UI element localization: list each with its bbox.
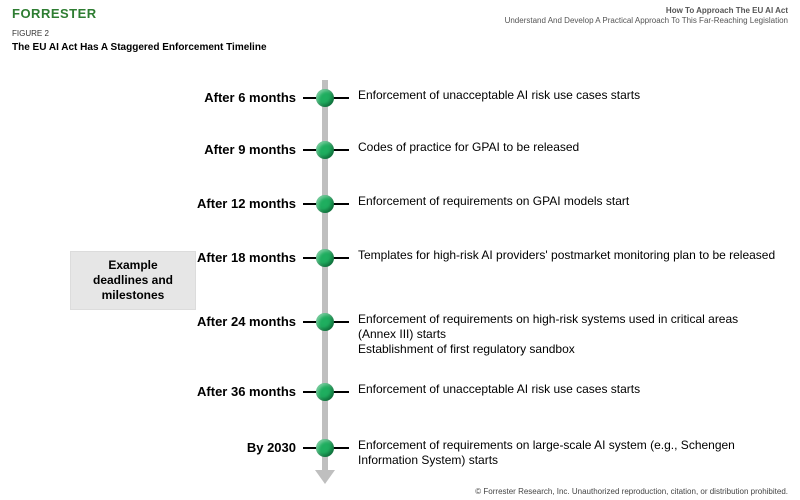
footer-copyright: © Forrester Research, Inc. Unauthorized … xyxy=(475,487,788,496)
timeline-description: Enforcement of requirements on GPAI mode… xyxy=(358,194,778,209)
timeline-description: Enforcement of unacceptable AI risk use … xyxy=(358,382,778,397)
timeline-dot-icon xyxy=(316,383,334,401)
timeline-label: After 18 months xyxy=(16,250,296,265)
timeline-label: After 6 months xyxy=(16,90,296,105)
timeline-description: Enforcement of unacceptable AI risk use … xyxy=(358,88,778,103)
timeline-description: Enforcement of requirements on high-risk… xyxy=(358,312,778,357)
timeline-dot-icon xyxy=(316,439,334,457)
brand-logo: FORRESTER xyxy=(12,6,97,21)
timeline-description: Codes of practice for GPAI to be release… xyxy=(358,140,778,155)
header-line1: How To Approach The EU AI Act xyxy=(505,6,788,16)
timeline-dot-icon xyxy=(316,141,334,159)
timeline-label: After 9 months xyxy=(16,142,296,157)
timeline-dot-icon xyxy=(316,89,334,107)
timeline-description: Enforcement of requirements on large-sca… xyxy=(358,438,778,468)
timeline-label: After 12 months xyxy=(16,196,296,211)
timeline-dot-icon xyxy=(316,249,334,267)
header-subtitle: How To Approach The EU AI Act Understand… xyxy=(505,6,788,25)
timeline-label: By 2030 xyxy=(16,440,296,455)
timeline-label: After 24 months xyxy=(16,314,296,329)
timeline-dot-icon xyxy=(316,313,334,331)
header-row: FORRESTER How To Approach The EU AI Act … xyxy=(0,0,800,29)
timeline-dot-icon xyxy=(316,195,334,213)
figure-title: The EU AI Act Has A Staggered Enforcemen… xyxy=(0,42,800,53)
timeline-description: Templates for high-risk AI providers' po… xyxy=(358,248,778,263)
timeline-label: After 36 months xyxy=(16,384,296,399)
timeline-axis xyxy=(322,80,328,470)
header-line2: Understand And Develop A Practical Appro… xyxy=(505,16,788,26)
figure-label: FIGURE 2 xyxy=(0,29,800,38)
page: FORRESTER How To Approach The EU AI Act … xyxy=(0,0,800,500)
timeline: Example deadlines and milestones After 6… xyxy=(0,76,800,486)
